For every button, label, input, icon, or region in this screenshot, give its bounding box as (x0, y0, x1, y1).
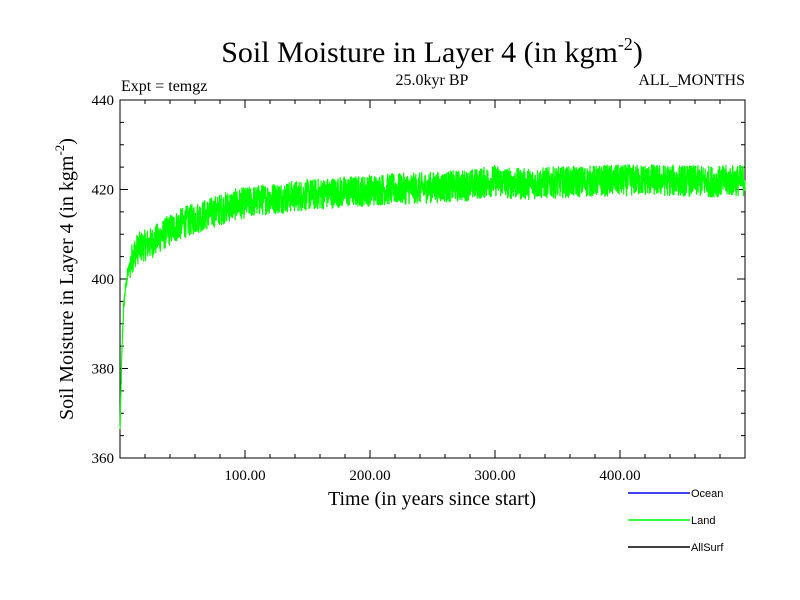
x-axis-label: Time (in years since start) (328, 488, 536, 510)
legend-label-land: Land (691, 515, 715, 527)
legend: Ocean Land AllSurf (628, 488, 724, 554)
legend-label-ocean: Ocean (691, 488, 723, 500)
legend-label-allsurf: AllSurf (691, 542, 724, 554)
series-layer (119, 164, 746, 430)
plot-frame (119, 99, 746, 459)
y-tick-label: 420 (92, 183, 115, 199)
x-tick-label: 400.00 (599, 468, 640, 484)
chart-title: Soil Moisture in Layer 4 (in kgm-2) (221, 34, 643, 69)
subtitle-period: 25.0kyr BP (396, 72, 469, 89)
y-tick-label: 400 (92, 272, 115, 288)
subtitle-months: ALL_MONTHS (638, 72, 745, 89)
y-tick-label: 440 (92, 93, 115, 109)
x-tick-label: 300.00 (474, 468, 515, 484)
series-land-line (119, 164, 746, 430)
y-tick-label: 360 (92, 451, 115, 467)
subtitle-experiment: Expt = temgz (121, 78, 207, 95)
x-tick-label: 200.00 (349, 468, 390, 484)
y-axis: 360 380 400 420 440 (92, 93, 745, 467)
y-tick-label: 380 (92, 362, 115, 378)
x-axis: 100.00 200.00 300.00 400.00 (144, 100, 721, 484)
x-tick-label: 100.00 (224, 468, 265, 484)
y-axis-label: Soil Moisture in Layer 4 (in kgm-2) (52, 138, 78, 420)
